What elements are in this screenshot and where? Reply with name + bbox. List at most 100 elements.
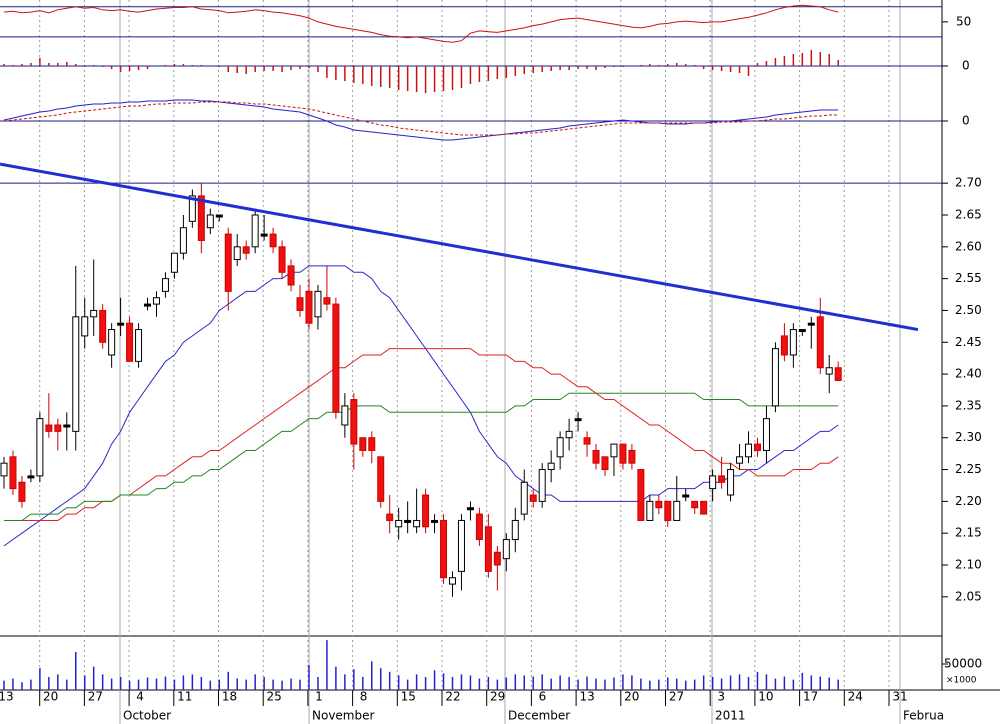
y-tick-label: 2.30 [955, 430, 982, 444]
candle-body [673, 500, 681, 521]
x-day-label: 22 [445, 690, 460, 704]
candle-body [278, 246, 286, 273]
y-tick-label: 0 [962, 59, 970, 73]
y-tick-label: 2.65 [955, 208, 982, 222]
marks-layer [0, 4, 919, 690]
candle-body [771, 348, 779, 407]
candle-body [619, 443, 627, 464]
candle-body [242, 246, 250, 254]
y-tick-label: 2.45 [955, 335, 982, 349]
candle-body [135, 329, 143, 362]
candle-body [126, 322, 134, 362]
y-tick-label: 2.15 [955, 526, 982, 540]
candle-body [780, 335, 788, 356]
candle-body [520, 481, 528, 515]
x-day-label: 3 [717, 690, 725, 704]
candle-body [466, 507, 474, 511]
candle-body [314, 290, 322, 318]
candle-body [493, 551, 501, 566]
candle-body [691, 500, 699, 509]
candle-body [341, 405, 349, 426]
candle-body [81, 316, 89, 337]
candle-body [224, 233, 232, 292]
candle-body [449, 577, 456, 585]
x-day-label: 20 [43, 690, 58, 704]
x-day-label: 11 [177, 690, 192, 704]
candle-body [655, 500, 663, 509]
candle-body [305, 290, 313, 324]
candle-body [323, 297, 331, 305]
candle-body [170, 252, 178, 273]
candle-body [54, 424, 62, 432]
x-day-label: 27 [669, 690, 684, 704]
x-day-label: 13 [0, 690, 14, 704]
y-tick-label: 2.70 [955, 176, 982, 190]
candle-body [682, 494, 690, 498]
candle-body [63, 424, 71, 428]
candle-body [664, 500, 672, 521]
unit-label: ×1000 [946, 676, 977, 686]
y-tick-label: 2.40 [955, 367, 982, 381]
y-tick-label: 2.35 [955, 398, 982, 412]
candle-body [404, 519, 412, 523]
candle-body [117, 322, 125, 326]
x-day-label: 10 [758, 690, 773, 704]
candle-body [547, 462, 555, 471]
candle-body [161, 278, 169, 292]
candle-body [27, 475, 35, 479]
candle-body [359, 437, 367, 451]
candle-body [368, 437, 376, 451]
candle-body [807, 322, 815, 326]
candle-body [475, 513, 483, 541]
candle-body [99, 309, 107, 343]
x-month-label: Februa [903, 709, 944, 723]
x-day-label: 6 [539, 690, 547, 704]
candle-body [350, 399, 358, 445]
candle-body [745, 443, 753, 458]
candle-body [251, 214, 259, 248]
candle-body [413, 519, 421, 528]
y-tick-label: 2.20 [955, 494, 982, 508]
candle-body [574, 418, 582, 422]
candle-body [386, 513, 394, 521]
candle-body [108, 329, 116, 356]
candle-body [646, 500, 654, 521]
indicator-line [3, 99, 839, 141]
candle-body [762, 418, 770, 451]
candle-body [260, 233, 268, 237]
y-tick-label: 2.50 [955, 303, 982, 317]
moving-average [3, 265, 839, 547]
candle-body [565, 430, 573, 439]
candle-body [601, 456, 609, 471]
x-month-label: November [312, 709, 374, 723]
candle-body [825, 367, 833, 375]
candle-body [718, 475, 726, 483]
candle-body [753, 443, 761, 451]
candle-body [215, 214, 223, 218]
candle-body [610, 443, 618, 458]
candle-body [637, 469, 645, 521]
candle-body [269, 233, 277, 248]
candle-body [45, 424, 53, 432]
candle-body [798, 329, 806, 333]
x-month-label: October [123, 709, 171, 723]
candle-body [9, 456, 17, 490]
candle-body [0, 462, 8, 477]
candle-body [628, 449, 636, 464]
x-day-label: 17 [803, 690, 818, 704]
candle-body [502, 539, 510, 560]
x-day-label: 29 [490, 690, 505, 704]
candle-body [736, 456, 744, 464]
trendline [0, 162, 919, 332]
moving-average [4, 392, 839, 521]
candle-body [206, 214, 214, 229]
candle-body [18, 481, 26, 502]
candle-body [188, 195, 196, 222]
candle-body [377, 456, 385, 502]
candle-body [179, 227, 187, 254]
indicator-line [3, 4, 839, 43]
x-day-label: 25 [267, 690, 282, 704]
candle-body [144, 303, 152, 307]
x-month-label: December [508, 709, 570, 723]
